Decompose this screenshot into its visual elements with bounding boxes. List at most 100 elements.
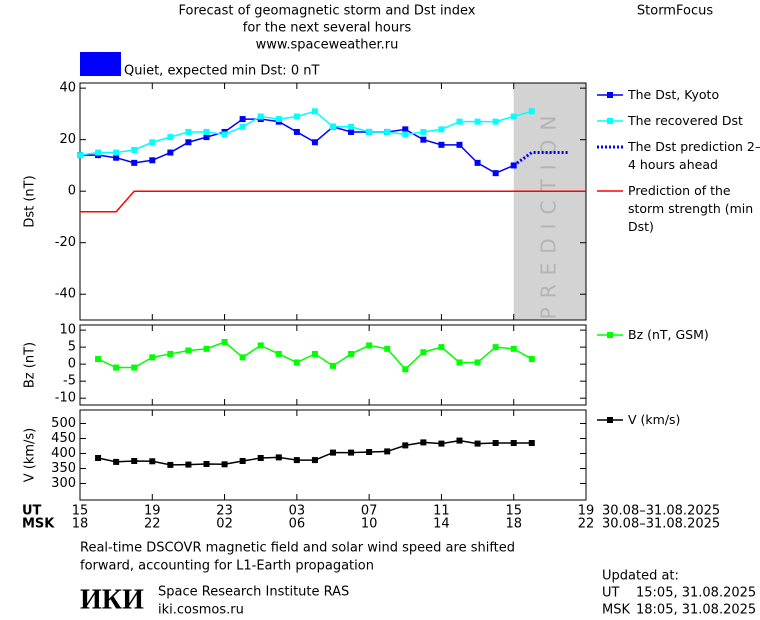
- y-tick-label: -10: [55, 391, 76, 406]
- x2-tick-label: 22: [578, 517, 595, 532]
- x2-tick-label: 22: [144, 517, 161, 532]
- data-point: [221, 461, 228, 468]
- note: forward, accounting for L1-Earth propaga…: [80, 559, 374, 574]
- site: iki.cosmos.ru: [158, 603, 244, 618]
- institute: Space Research Institute RAS: [158, 585, 349, 600]
- data-point: [275, 454, 282, 461]
- data-point: [402, 366, 409, 373]
- data-point: [348, 449, 355, 456]
- data-point: [95, 455, 102, 461]
- panel-frame: [79, 409, 587, 501]
- data-point: [474, 359, 481, 366]
- data-point: [348, 350, 355, 357]
- updated-title: Updated at:: [602, 569, 679, 584]
- data-point: [293, 113, 300, 120]
- updated-label: MSK: [602, 603, 630, 618]
- status-text: Quiet, expected min Dst: 0 nT: [124, 64, 319, 79]
- date-range: 30.08–31.08.2025: [602, 504, 720, 519]
- data-point: [438, 344, 445, 351]
- data-point: [203, 134, 210, 141]
- y-tick-label: 350: [51, 461, 76, 476]
- data-point: [492, 440, 499, 446]
- data-point: [311, 350, 318, 357]
- x-tick-label: 19: [144, 504, 161, 519]
- y-tick-label: -5: [63, 374, 76, 389]
- date-range: 30.08–31.08.2025: [602, 517, 720, 532]
- data-point: [438, 440, 445, 447]
- status-box: [80, 52, 121, 76]
- title: for the next several hours: [243, 21, 412, 36]
- y-tick-label: 20: [59, 132, 76, 147]
- x-tick-label: 11: [433, 504, 450, 519]
- data-point: [420, 439, 427, 446]
- brand: StormFocus: [637, 4, 713, 19]
- data-point: [311, 457, 318, 464]
- y-tick-label: 300: [51, 476, 76, 491]
- data-point: [438, 141, 445, 148]
- y-tick-label: 0: [68, 357, 76, 372]
- panel-frame: [79, 324, 587, 406]
- data-point: [293, 128, 300, 135]
- data-point: [77, 152, 83, 159]
- data-point: [239, 458, 246, 464]
- data-point: [474, 118, 481, 125]
- x-tick-label: 19: [578, 504, 595, 519]
- x-tick-label: 15: [505, 504, 522, 519]
- x-tick-label: 03: [289, 504, 306, 519]
- y-axis-title: Bz (nT): [23, 342, 38, 388]
- y-tick-label: 450: [51, 431, 76, 446]
- data-point: [330, 362, 336, 369]
- data-point: [113, 149, 120, 156]
- data-point: [293, 457, 300, 464]
- data-point: [510, 345, 517, 352]
- data-point: [293, 359, 300, 366]
- data-point: [366, 449, 373, 455]
- x2-tick-label: 10: [361, 517, 378, 532]
- data-point: [149, 157, 156, 164]
- data-point: [257, 342, 264, 349]
- data-point: [113, 154, 120, 161]
- data-point: [95, 149, 102, 156]
- x-tick-label: 15: [72, 504, 89, 519]
- data-point: [131, 159, 138, 166]
- data-point: [149, 139, 156, 146]
- y-tick-label: 0: [68, 184, 76, 199]
- legend-label: Prediction of the storm strength (min Ds…: [628, 183, 754, 234]
- data-point: [474, 159, 481, 166]
- panel-frame: [79, 82, 587, 321]
- data-point: [402, 126, 409, 133]
- data-point: [167, 134, 174, 141]
- data-point: [149, 354, 156, 361]
- logo: ИКИ: [80, 584, 144, 615]
- series-line: [79, 110, 532, 156]
- data-point: [185, 139, 192, 146]
- data-point: [474, 440, 481, 447]
- data-point: [528, 440, 535, 446]
- data-point: [420, 128, 427, 135]
- updated-time: 18:05, 31.08.2025: [636, 603, 756, 618]
- data-point: [348, 123, 355, 130]
- data-point: [185, 461, 192, 468]
- data-point: [456, 359, 463, 366]
- x2-tick-label: 18: [505, 517, 522, 532]
- y-axis-title: Dst (nT): [23, 175, 38, 227]
- legend-label: The Dst prediction 2–4 hours ahead: [628, 139, 760, 172]
- data-point: [330, 449, 336, 456]
- title: Forecast of geomagnetic storm and Dst in…: [178, 4, 475, 19]
- ut-label: UT: [22, 504, 42, 519]
- legend-marker: [607, 118, 613, 124]
- legend-marker: [607, 417, 613, 423]
- updated-label: UT: [602, 586, 620, 601]
- prediction-label: PREDICTION: [536, 107, 560, 320]
- y-tick-label: 500: [51, 416, 76, 431]
- data-point: [384, 448, 391, 455]
- x2-tick-label: 14: [433, 517, 450, 532]
- data-point: [528, 356, 535, 363]
- legend-marker: [607, 332, 613, 338]
- y-tick-label: 40: [59, 81, 76, 96]
- data-point: [492, 118, 499, 125]
- data-point: [311, 108, 318, 115]
- data-point: [528, 108, 535, 115]
- data-point: [510, 113, 517, 120]
